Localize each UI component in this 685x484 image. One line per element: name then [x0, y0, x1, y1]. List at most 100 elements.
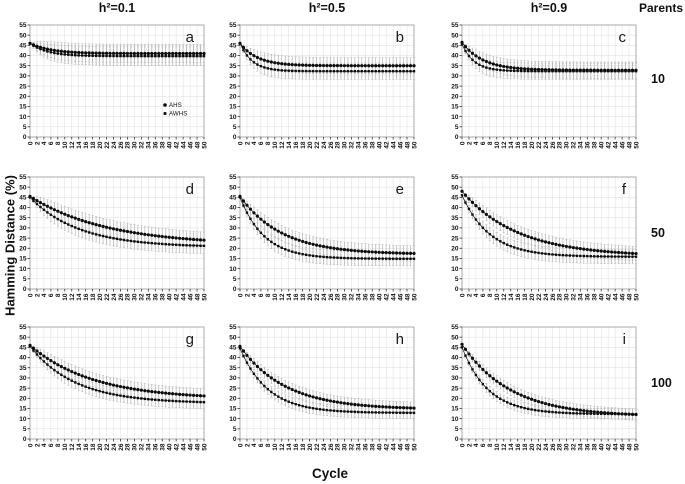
svg-text:30: 30 — [229, 375, 237, 382]
svg-text:38: 38 — [160, 141, 167, 149]
svg-text:10: 10 — [229, 416, 237, 423]
svg-text:34: 34 — [146, 293, 153, 301]
svg-text:50: 50 — [19, 334, 27, 341]
svg-text:40: 40 — [451, 355, 459, 362]
svg-text:26: 26 — [118, 293, 125, 301]
svg-text:28: 28 — [125, 443, 132, 451]
svg-text:f: f — [622, 181, 627, 198]
svg-text:20: 20 — [451, 395, 459, 402]
svg-text:40: 40 — [167, 141, 174, 149]
svg-text:30: 30 — [132, 293, 139, 301]
svg-text:12: 12 — [69, 293, 76, 301]
svg-text:38: 38 — [160, 293, 167, 301]
svg-text:42: 42 — [173, 141, 180, 149]
svg-text:40: 40 — [19, 53, 27, 60]
svg-text:25: 25 — [19, 83, 27, 90]
svg-text:32: 32 — [139, 141, 146, 149]
svg-text:10: 10 — [62, 293, 69, 301]
svg-text:26: 26 — [328, 293, 335, 301]
svg-text:20: 20 — [19, 395, 27, 402]
svg-text:16: 16 — [293, 443, 300, 451]
svg-text:0: 0 — [455, 134, 459, 141]
svg-text:8: 8 — [487, 443, 494, 447]
svg-text:46: 46 — [619, 141, 626, 149]
svg-text:30: 30 — [564, 141, 571, 149]
svg-text:42: 42 — [605, 141, 612, 149]
svg-text:32: 32 — [349, 293, 356, 301]
svg-text:35: 35 — [229, 215, 237, 222]
svg-text:20: 20 — [307, 293, 314, 301]
svg-text:10: 10 — [272, 141, 279, 149]
svg-text:44: 44 — [180, 293, 187, 301]
svg-text:28: 28 — [335, 293, 342, 301]
svg-text:c: c — [619, 29, 627, 46]
panel-g: 0 5 10 15 20 25 30 35 40 45 50 55 0 2 4 6 8 10 12 14 16 18 20 2… — [8, 322, 212, 468]
svg-text:10: 10 — [494, 141, 501, 149]
svg-text:34: 34 — [356, 293, 363, 301]
svg-text:38: 38 — [370, 443, 377, 451]
svg-text:6: 6 — [48, 293, 55, 297]
svg-text:45: 45 — [19, 345, 27, 352]
svg-text:34: 34 — [356, 443, 363, 451]
svg-text:45: 45 — [451, 195, 459, 202]
svg-text:22: 22 — [104, 293, 111, 301]
svg-text:32: 32 — [349, 443, 356, 451]
svg-text:30: 30 — [19, 225, 27, 232]
svg-text:30: 30 — [342, 443, 349, 451]
svg-text:4: 4 — [251, 141, 258, 145]
svg-text:24: 24 — [543, 141, 550, 149]
svg-text:16: 16 — [515, 293, 522, 301]
panel-e: 0 5 10 15 20 25 30 35 40 45 50 55 0 2 4 6 8 10 12 14 16 18 20 2… — [218, 172, 422, 318]
svg-text:45: 45 — [451, 345, 459, 352]
svg-text:16: 16 — [83, 141, 90, 149]
svg-text:5: 5 — [23, 276, 27, 283]
svg-text:10: 10 — [451, 266, 459, 273]
svg-text:12: 12 — [501, 293, 508, 301]
svg-text:18: 18 — [522, 443, 529, 451]
svg-text:12: 12 — [279, 443, 286, 451]
svg-text:55: 55 — [229, 22, 237, 29]
svg-text:36: 36 — [363, 141, 370, 149]
svg-text:8: 8 — [55, 443, 62, 447]
svg-text:32: 32 — [571, 443, 578, 451]
svg-text:25: 25 — [229, 235, 237, 242]
svg-text:35: 35 — [19, 215, 27, 222]
svg-text:30: 30 — [451, 225, 459, 232]
svg-text:38: 38 — [160, 443, 167, 451]
svg-text:45: 45 — [451, 43, 459, 50]
svg-text:18: 18 — [90, 443, 97, 451]
svg-text:18: 18 — [90, 293, 97, 301]
svg-text:42: 42 — [173, 443, 180, 451]
svg-text:5: 5 — [455, 426, 459, 433]
svg-text:18: 18 — [522, 141, 529, 149]
svg-text:a: a — [186, 29, 195, 46]
svg-text:6: 6 — [480, 443, 487, 447]
svg-text:40: 40 — [599, 443, 606, 451]
row-label-parents-100: 100 — [651, 376, 672, 390]
svg-text:15: 15 — [19, 406, 27, 413]
svg-text:8: 8 — [55, 141, 62, 145]
svg-text:26: 26 — [550, 141, 557, 149]
svg-text:35: 35 — [19, 63, 27, 70]
svg-text:50: 50 — [633, 443, 640, 451]
svg-text:0: 0 — [459, 141, 466, 145]
svg-text:4: 4 — [251, 293, 258, 297]
svg-text:6: 6 — [258, 141, 265, 145]
svg-text:0: 0 — [237, 443, 244, 447]
svg-text:25: 25 — [19, 385, 27, 392]
svg-text:16: 16 — [293, 293, 300, 301]
svg-text:30: 30 — [451, 375, 459, 382]
svg-text:46: 46 — [397, 443, 404, 451]
svg-text:48: 48 — [194, 443, 201, 451]
svg-text:18: 18 — [300, 443, 307, 451]
svg-text:45: 45 — [229, 345, 237, 352]
svg-text:40: 40 — [377, 141, 384, 149]
svg-text:34: 34 — [578, 443, 585, 451]
svg-text:44: 44 — [390, 293, 397, 301]
svg-text:22: 22 — [314, 141, 321, 149]
svg-text:6: 6 — [48, 443, 55, 447]
svg-text:22: 22 — [536, 141, 543, 149]
svg-text:15: 15 — [229, 104, 237, 111]
